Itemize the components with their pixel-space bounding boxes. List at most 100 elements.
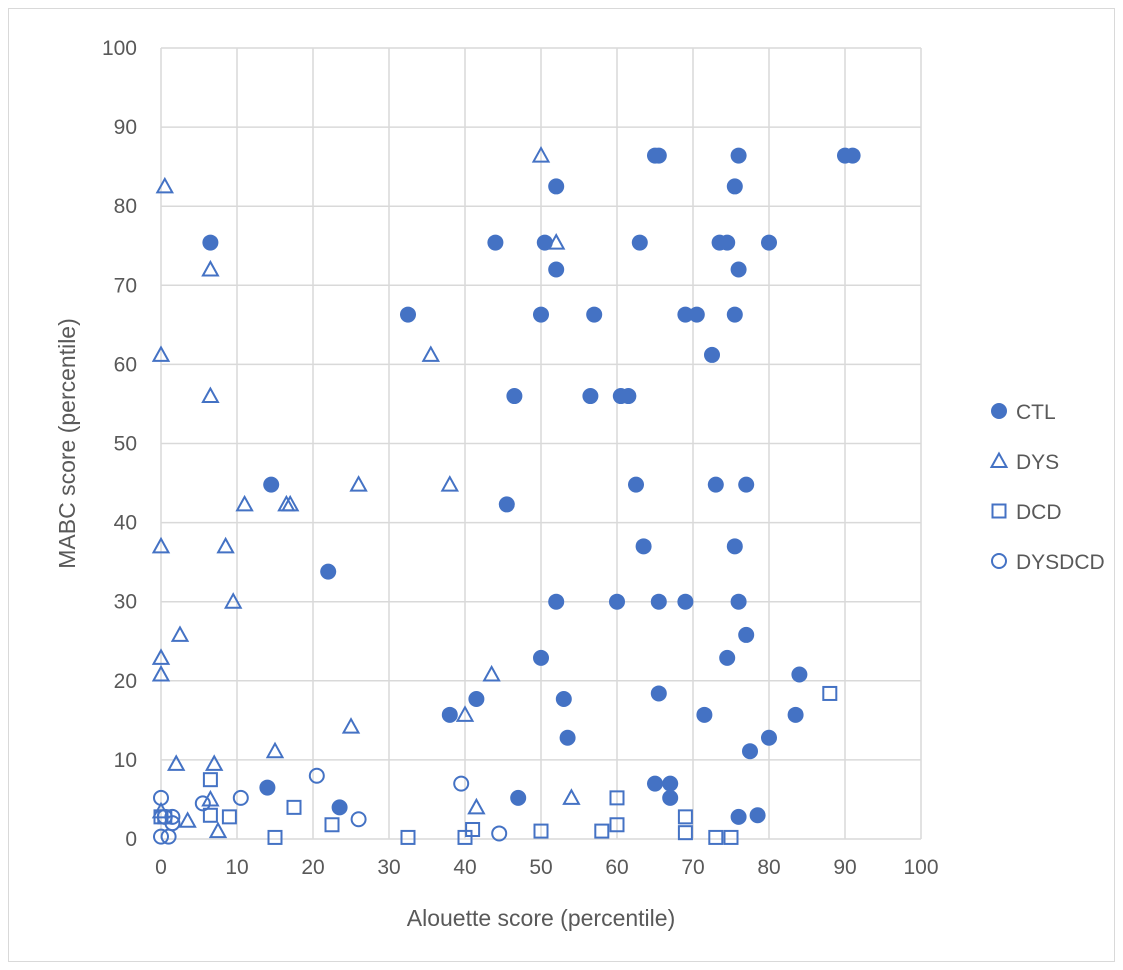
dys-point <box>349 475 368 492</box>
ctl-point <box>730 593 747 610</box>
series-dysdcd <box>153 767 508 845</box>
ctl-point <box>609 593 625 610</box>
dcd-point <box>822 685 838 701</box>
dys-point <box>151 664 171 682</box>
ctl-point <box>707 476 724 493</box>
dcd-point <box>267 829 283 845</box>
legend-label-ctl: CTL <box>1016 401 1056 424</box>
dysdcd-point <box>153 828 169 845</box>
dys-point <box>155 176 174 194</box>
x-tick-label: 70 <box>681 856 704 879</box>
dys-point <box>170 625 190 642</box>
y-tick-label: 80 <box>114 195 137 218</box>
dcd-point <box>221 809 237 825</box>
ctl-point <box>696 706 713 723</box>
dys-point <box>235 494 254 512</box>
dcd-point <box>202 772 218 788</box>
ctl-point <box>719 649 736 666</box>
dysdcd-point <box>453 775 470 792</box>
ctl-point <box>650 593 667 610</box>
x-tick-label: 50 <box>529 856 552 879</box>
ctl-point <box>259 779 276 796</box>
y-tick-label: 10 <box>114 749 137 772</box>
legend-label-dcd: DCD <box>1016 501 1062 524</box>
x-tick-label: 40 <box>453 856 476 879</box>
dcd-point <box>533 823 549 839</box>
dys-point <box>205 754 224 771</box>
dysdcd-point <box>491 825 508 842</box>
y-tick-label: 50 <box>114 433 137 456</box>
dys-point <box>224 592 243 609</box>
dys-point <box>547 233 566 250</box>
dysdcd-point <box>194 795 211 812</box>
ctl-point <box>202 234 219 251</box>
ctl-point <box>650 685 667 702</box>
gridlines <box>160 47 922 840</box>
ctl-point <box>844 147 861 164</box>
ctl-point <box>331 799 348 816</box>
legend-marker-dysdcd <box>991 553 1007 569</box>
ctl-point <box>677 306 694 323</box>
ctl-point <box>738 626 755 643</box>
series-ctl <box>202 147 861 825</box>
ctl-point <box>628 476 644 493</box>
dys-point <box>216 536 235 554</box>
dcd-point <box>465 822 481 838</box>
ctl-point <box>533 306 549 323</box>
dys-point <box>482 664 501 682</box>
ctl-point <box>677 593 694 610</box>
ctl-point <box>441 706 458 723</box>
data-points <box>151 146 861 845</box>
chart-frame: 0 10 20 30 40 50 60 70 80 90 100 0 10 20 30 40 50 60 70 80 9… <box>8 8 1115 962</box>
ctl-point <box>761 729 777 746</box>
ctl-point <box>498 496 515 513</box>
dys-point <box>531 146 551 163</box>
dcd-point <box>609 790 625 806</box>
ctl-point <box>742 743 758 760</box>
ctl-point <box>582 388 599 405</box>
ctl-point <box>730 808 747 825</box>
x-tick-label: 90 <box>833 856 856 879</box>
dcd-point <box>677 825 693 841</box>
y-tick-label: 40 <box>114 512 137 535</box>
y-tick-label: 90 <box>114 116 137 139</box>
ctl-point <box>749 807 766 824</box>
ctl-point <box>548 178 565 195</box>
ctl-point <box>662 775 679 792</box>
dcd-point <box>594 823 610 839</box>
dys-point <box>265 741 285 759</box>
x-tick-label: 0 <box>155 856 167 879</box>
x-tick-label: 10 <box>225 856 248 879</box>
legend-label-dys: DYS <box>1016 451 1059 474</box>
dysdcd-point <box>164 815 181 832</box>
dys-point <box>167 754 186 771</box>
ctl-point <box>400 306 416 323</box>
dys-point <box>467 797 486 815</box>
ctl-point <box>647 775 663 792</box>
ctl-point <box>320 563 337 580</box>
tick-labels: 0 10 20 30 40 50 60 70 80 90 100 0 10 20 30 40 50 60 70 80 9… <box>102 37 939 879</box>
dys-point <box>201 386 220 404</box>
dysdcd-point <box>350 811 367 828</box>
dys-point <box>208 821 228 839</box>
dcd-point <box>324 817 340 833</box>
y-tick-label: 100 <box>102 37 137 60</box>
dys-point <box>151 345 171 362</box>
dys-point <box>151 648 171 665</box>
dysdcd-point <box>164 808 181 825</box>
ctl-point <box>726 538 743 555</box>
y-tick-label: 70 <box>114 274 137 297</box>
x-tick-label: 20 <box>301 856 324 879</box>
ctl-point <box>533 649 549 666</box>
dys-point <box>421 345 440 362</box>
ctl-point <box>688 306 705 323</box>
ctl-point <box>787 706 804 723</box>
y-axis-title: MABC score (percentile) <box>54 318 80 569</box>
ctl-point <box>468 690 485 707</box>
legend-marker-dcd <box>991 503 1007 519</box>
legend-label-dysdcd: DYSDCD <box>1016 551 1105 574</box>
ctl-point <box>730 261 747 278</box>
dysdcd-point <box>308 767 325 784</box>
dys-point <box>281 494 300 512</box>
x-tick-label: 60 <box>605 856 628 879</box>
